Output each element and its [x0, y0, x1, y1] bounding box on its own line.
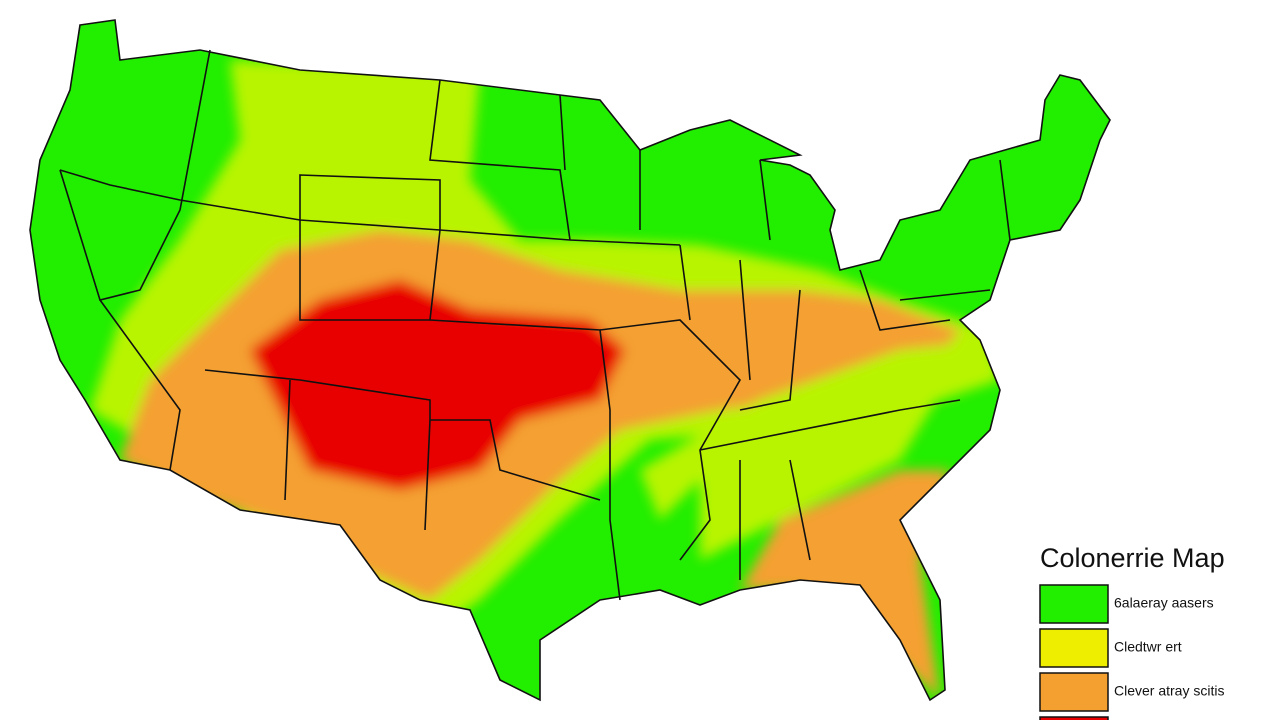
legend-label: Cledtwr ert [1114, 639, 1182, 655]
legend-label: Clever atray scitis [1114, 683, 1224, 699]
legend-swatch [1039, 584, 1109, 624]
state-borders [59, 49, 1011, 601]
legend-swatch [1039, 628, 1109, 668]
legend: Colonerrie Map 6alaeray aasers Cledtwr er… [1039, 543, 1225, 720]
legend-swatch [1039, 672, 1109, 712]
legend-swatch [1039, 716, 1109, 720]
legend-items: 6alaeray aasers Cledtwr ert Clever atray s… [1039, 584, 1224, 720]
legend-label: 6alaeray aasers [1114, 595, 1214, 611]
legend-title: Colonerrie Map [1040, 543, 1225, 573]
